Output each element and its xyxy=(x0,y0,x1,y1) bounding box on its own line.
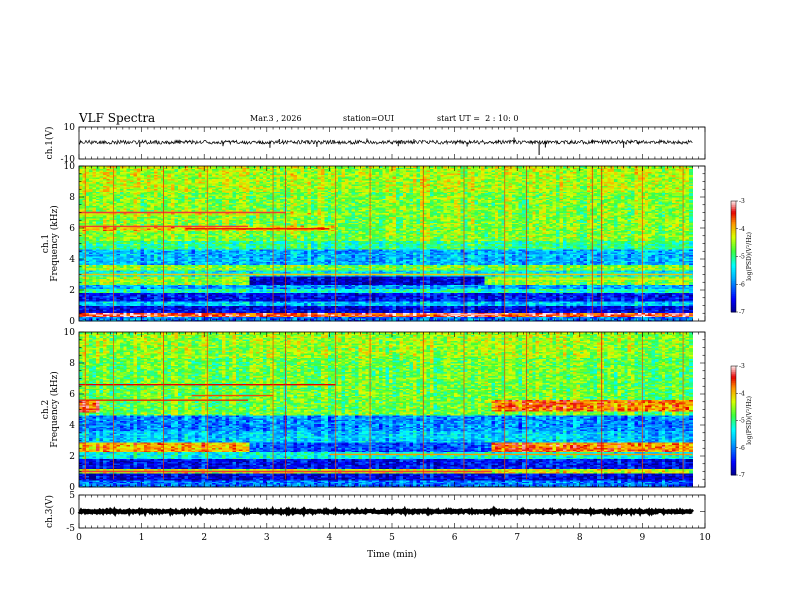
ch1-spectrogram-cells xyxy=(79,166,693,321)
y-tick-label: 10 xyxy=(64,123,76,133)
y-axis-label: ch.1(V) xyxy=(44,127,55,160)
vlf-figure: 10-10ch.1(V)0246810ch.1 Frequency (kHz)-3… xyxy=(0,0,792,612)
ch1-waveform-trace xyxy=(79,140,693,144)
